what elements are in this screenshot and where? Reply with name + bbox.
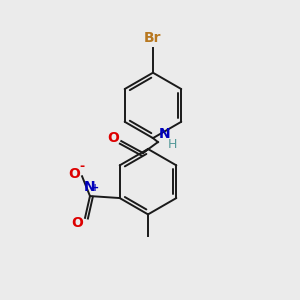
Text: O: O [68,167,80,181]
Text: H: H [168,138,177,151]
Text: Br: Br [144,31,162,45]
Text: +: + [91,183,99,193]
Text: -: - [80,160,85,173]
Text: N: N [84,180,96,194]
Text: O: O [107,131,119,145]
Text: O: O [71,216,83,230]
Text: N: N [159,127,170,141]
